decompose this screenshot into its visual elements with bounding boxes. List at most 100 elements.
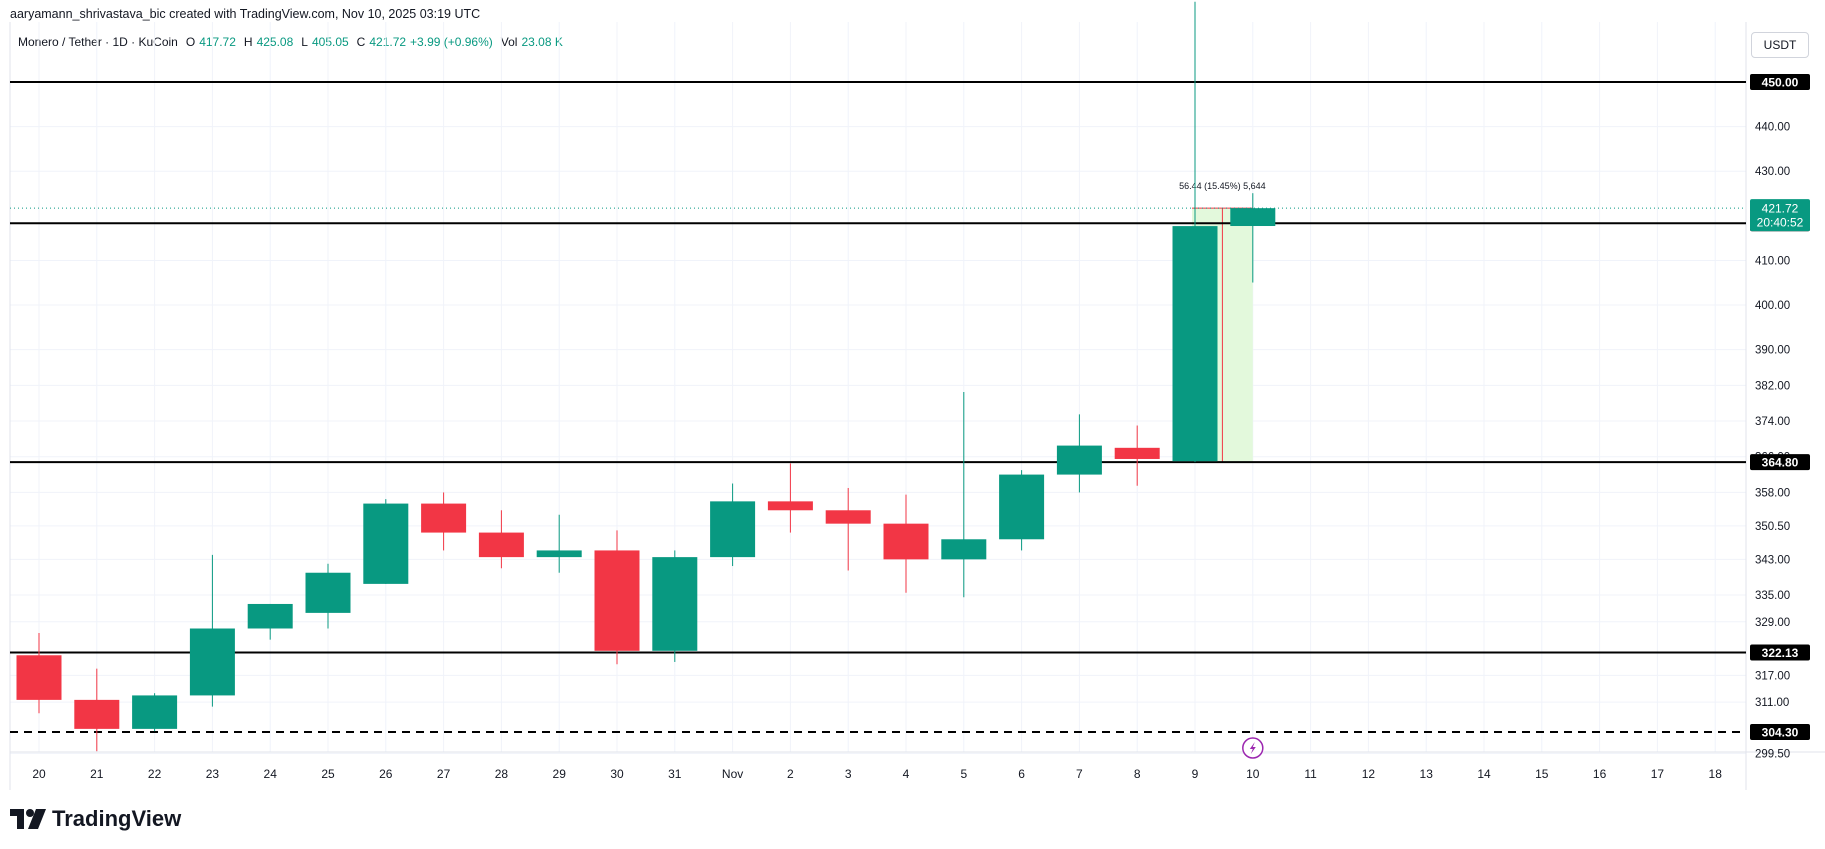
symbol-name[interactable]: Monero / Tether · 1D · KuCoin [18, 35, 178, 49]
time-tick-label: 28 [495, 767, 509, 781]
candle-body [652, 557, 698, 651]
price-tick-label: 317.00 [1755, 670, 1790, 682]
price-tick-label: 390.00 [1755, 345, 1790, 357]
candle-body [478, 532, 524, 558]
time-tick-label: 6 [1018, 767, 1025, 781]
volume-value: 23.08 K [521, 35, 563, 49]
time-tick-label: 2 [787, 767, 794, 781]
candle-body [1172, 226, 1218, 462]
high-label: H [243, 35, 253, 49]
countdown-text: 20:40:52 [1757, 216, 1804, 230]
candle-body [825, 510, 871, 524]
horizontal-lines [10, 81, 1746, 733]
time-tick-label: 8 [1134, 767, 1141, 781]
candle-body [1114, 447, 1160, 459]
time-tick-label: 3 [845, 767, 852, 781]
open-label: O [185, 35, 196, 49]
candle-body [247, 603, 293, 629]
candle-body [710, 501, 756, 558]
lightning-icon-glyph [1249, 742, 1256, 754]
time-tick-label: 9 [1192, 767, 1199, 781]
time-tick-label: 4 [903, 767, 910, 781]
price-tick-label: 430.00 [1755, 166, 1790, 178]
candlestick-chart[interactable]: 56.44 (15.45%) 5,644 450.00 440.00 430.00 4… [0, 0, 1825, 790]
time-tick-label: 25 [321, 767, 335, 781]
brand-name: TradingView [52, 806, 182, 831]
current-price-text: 421.72 [1762, 202, 1799, 216]
price-tick-label: 382.00 [1755, 380, 1790, 392]
level-label-text: 450.00 [1762, 76, 1799, 90]
time-tick-label: 15 [1535, 767, 1549, 781]
time-tick-label: 21 [90, 767, 104, 781]
tradingview-logo[interactable]: TradingView [10, 806, 181, 832]
price-tick-label: 410.00 [1755, 255, 1790, 267]
time-tick-label: 17 [1651, 767, 1665, 781]
candle-body [132, 695, 178, 729]
price-tick-label: 299.50 [1755, 748, 1790, 760]
price-tick-label: 350.50 [1755, 521, 1790, 533]
level-label-text: 364.80 [1762, 456, 1799, 470]
time-tick-label: 10 [1246, 767, 1260, 781]
candle-body [305, 572, 351, 613]
volume-label: Vol [500, 35, 518, 49]
candle-body [941, 539, 987, 560]
currency-unit-button[interactable]: USDT [1751, 32, 1809, 58]
time-tick-label: 14 [1477, 767, 1491, 781]
price-tick-label: 374.00 [1755, 416, 1790, 428]
time-tick-label: 24 [264, 767, 278, 781]
chart-caption: aaryamann_shrivastava_bic created with T… [10, 7, 481, 21]
close-label: C [356, 35, 366, 49]
time-tick-label: 11 [1304, 767, 1317, 781]
time-tick-label: 12 [1362, 767, 1376, 781]
price-tick-label: 440.00 [1755, 122, 1790, 134]
time-tick-label: Nov [722, 767, 743, 781]
candle-body [767, 501, 813, 511]
level-label-text: 322.13 [1762, 646, 1799, 660]
time-tick-label: 27 [437, 767, 451, 781]
candle-body [1230, 208, 1276, 227]
time-tick-label: 29 [553, 767, 567, 781]
candle-body [16, 655, 62, 700]
level-label-box [1750, 454, 1810, 471]
price-tick-label: 335.00 [1755, 590, 1790, 602]
price-tick-label: 400.00 [1755, 300, 1790, 312]
candle-body [1056, 445, 1102, 475]
time-axis: 20 21 22 23 24 25 26 27 28 29 30 31 Nov 2 3 4 5 6 7 8 9 10 11 1… [32, 767, 1722, 781]
low-label: L [301, 35, 308, 49]
time-tick-label: 16 [1593, 767, 1607, 781]
candle-body [594, 550, 640, 651]
price-tick-label: 311.00 [1755, 697, 1789, 709]
open-value: 417.72 [199, 35, 236, 49]
level-label-box [1750, 644, 1810, 661]
low-value: 405.05 [311, 35, 349, 49]
candle-body [421, 503, 467, 533]
level-label-box [1750, 74, 1810, 90]
time-tick-label: 18 [1709, 767, 1723, 781]
level-label-text: 304.30 [1762, 726, 1799, 740]
time-tick-label: 31 [668, 767, 682, 781]
time-tick-label: 7 [1076, 767, 1083, 781]
candles [16, 1, 1276, 752]
candle-body [999, 474, 1045, 540]
price-tick-label: 343.00 [1755, 554, 1790, 566]
time-tick-label: 26 [379, 767, 393, 781]
level-label-box [1750, 724, 1810, 740]
time-tick-label: 23 [206, 767, 220, 781]
time-tick-label: 13 [1420, 767, 1434, 781]
high-value: 425.08 [256, 35, 294, 49]
price-tick-label: 329.00 [1755, 617, 1790, 629]
tradingview-logo-icon [10, 809, 46, 829]
time-tick-label: 30 [610, 767, 624, 781]
measure-range-label: 56.44 (15.45%) 5,644 [1179, 181, 1266, 191]
candle-body [74, 699, 120, 729]
time-tick-label: 20 [32, 767, 46, 781]
price-labels: 450.00418.33364.80322.13304.30421.7220:4… [1242, 74, 1810, 759]
current-price-marker [1750, 199, 1810, 232]
change-value: +3.99 (+0.96%) [410, 35, 493, 49]
close-value: 421.72 [369, 35, 407, 49]
chart-grid [9, 22, 1825, 790]
candle-body [536, 550, 582, 558]
candle-body [883, 523, 929, 560]
price-tick-label: 358.00 [1755, 487, 1790, 499]
